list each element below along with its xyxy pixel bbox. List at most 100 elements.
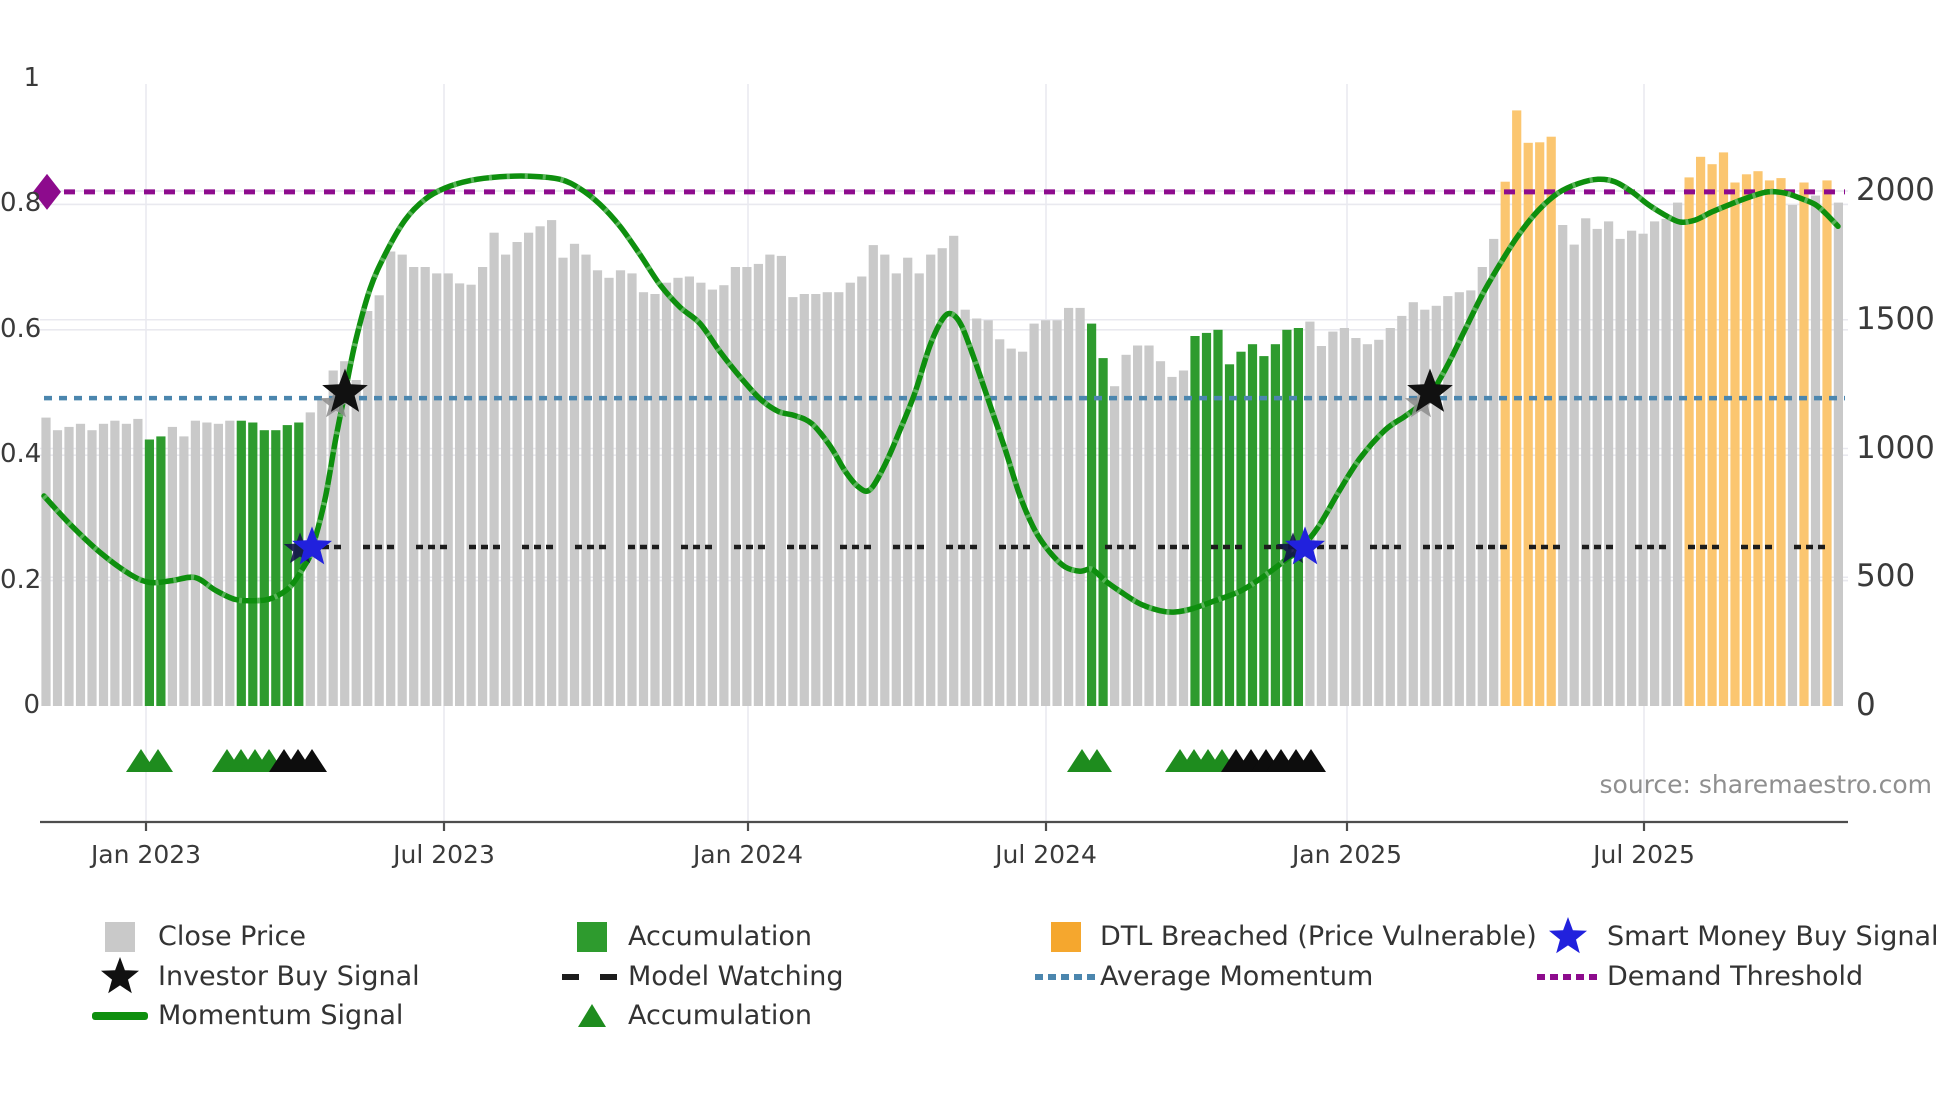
close-price-bar <box>1661 218 1671 707</box>
accumulation-bar <box>1282 329 1292 706</box>
close-price-bar <box>696 282 706 706</box>
dtl-breached-bar <box>1535 142 1545 707</box>
close-price-bar <box>340 361 350 706</box>
x-axis-tick: Jul 2025 <box>1593 840 1695 869</box>
close-price-bar <box>1167 376 1177 706</box>
close-price-bar <box>1041 320 1051 706</box>
source-credit: source: sharemaestro.com <box>1599 770 1933 799</box>
close-price-bar <box>512 242 522 706</box>
close-price-bar <box>1362 344 1372 706</box>
close-price-bar <box>1833 202 1843 706</box>
close-price-bar <box>753 263 763 706</box>
legend-label-accumulation-markers: Accumulation <box>628 1000 812 1031</box>
left-axis-tick: 1 <box>23 63 40 93</box>
close-price-bar <box>1155 361 1166 706</box>
close-price-bar <box>524 232 534 706</box>
close-price-bar <box>1592 228 1602 706</box>
accumulation-bar <box>236 420 246 706</box>
close-price-bar <box>420 267 430 706</box>
close-price-bar <box>98 423 109 706</box>
accumulation-bar <box>1087 323 1097 706</box>
close-price-bar <box>995 339 1005 706</box>
momentum-signal-line-hatch <box>41 173 1840 615</box>
smart-money-star-icon <box>292 526 332 565</box>
legend-label-model-watching: Model Watching <box>628 961 844 992</box>
close-price-bar <box>1029 323 1039 706</box>
close-price-bar <box>1581 218 1591 707</box>
close-price-bar <box>1397 315 1407 706</box>
close-price-bar <box>650 294 660 706</box>
close-price-bar <box>765 254 775 706</box>
legend-label-smart-money-buy-signal: Smart Money Buy Signal <box>1607 921 1939 952</box>
left-axis-tick: 0.4 <box>0 439 42 470</box>
legend-label-momentum-signal: Momentum Signal <box>158 1000 404 1031</box>
dots-swatch-icon <box>1537 974 1597 980</box>
close-price-bar <box>363 311 373 706</box>
x-axis-tick: Jan 2024 <box>692 840 804 869</box>
close-price-bar <box>535 226 545 707</box>
square-swatch-icon <box>105 922 135 952</box>
close-price-bar <box>960 309 970 706</box>
right-axis-tick: 500 <box>1856 558 1916 595</box>
close-price-bar <box>822 292 832 706</box>
close-price-bar <box>811 294 821 706</box>
close-price-bar <box>1466 290 1476 706</box>
close-price-bar <box>501 254 511 706</box>
close-price-bar <box>558 257 568 706</box>
close-price-bar <box>937 248 947 706</box>
close-price-bar <box>845 282 855 706</box>
signal-triangle-icon <box>1296 749 1326 772</box>
close-price-bar <box>1385 328 1395 706</box>
close-price-bar <box>1787 204 1798 706</box>
close-price-bar <box>466 284 476 706</box>
close-price-bar <box>1420 309 1430 706</box>
close-price-bar <box>432 273 442 706</box>
close-price-bar <box>1454 292 1464 706</box>
close-price-bar <box>592 270 603 706</box>
dtl-breached-bar <box>1500 181 1510 706</box>
close-price-bar <box>1408 302 1418 706</box>
x-axis-tick: Jul 2024 <box>995 840 1097 869</box>
close-price-bar <box>1810 195 1821 706</box>
accumulation-triangle-icon <box>143 749 173 772</box>
signal-triangle-icon <box>297 749 327 772</box>
accumulation-bar <box>1293 328 1303 706</box>
close-price-bar <box>868 245 878 706</box>
close-price-bar <box>317 398 327 706</box>
close-price-bar <box>1569 244 1579 706</box>
close-price-bar <box>1305 321 1315 706</box>
close-price-bar <box>581 254 591 706</box>
close-price-bar <box>41 417 51 706</box>
legend-label-accumulation-bars: Accumulation <box>628 921 812 952</box>
close-price-bar <box>374 295 384 706</box>
close-price-bar <box>386 251 396 706</box>
close-price-bar <box>213 423 223 706</box>
close-price-bar <box>972 318 982 706</box>
close-price-bar <box>1443 296 1453 706</box>
left-axis-tick: 0 <box>23 690 40 720</box>
close-price-bar <box>1064 307 1074 706</box>
close-price-bar <box>1558 225 1568 706</box>
close-price-bar <box>673 277 683 706</box>
dtl-breached-bar <box>1546 136 1556 706</box>
accumulation-bar <box>248 422 258 706</box>
square-swatch-icon <box>577 922 607 952</box>
close-price-bar <box>1133 345 1143 706</box>
legend-label-average-momentum: Average Momentum <box>1100 961 1374 992</box>
close-price-bar <box>1477 267 1487 706</box>
accumulation-bar <box>1270 344 1280 706</box>
close-price-bar <box>926 254 936 706</box>
close-price-bar <box>1627 230 1637 706</box>
close-price-bar <box>1178 370 1189 706</box>
close-price-bar <box>788 297 798 706</box>
close-price-bar <box>202 422 212 706</box>
close-price-bar <box>661 282 672 706</box>
left-axis-tick: 0.6 <box>0 313 42 344</box>
close-price-bar <box>891 273 901 706</box>
legend-label-investor-buy-signal: Investor Buy Signal <box>158 961 420 992</box>
close-price-bar <box>949 235 959 707</box>
close-price-bar <box>1374 339 1384 706</box>
right-axis-tick: 1000 <box>1856 429 1935 466</box>
close-price-bar <box>1075 307 1085 706</box>
